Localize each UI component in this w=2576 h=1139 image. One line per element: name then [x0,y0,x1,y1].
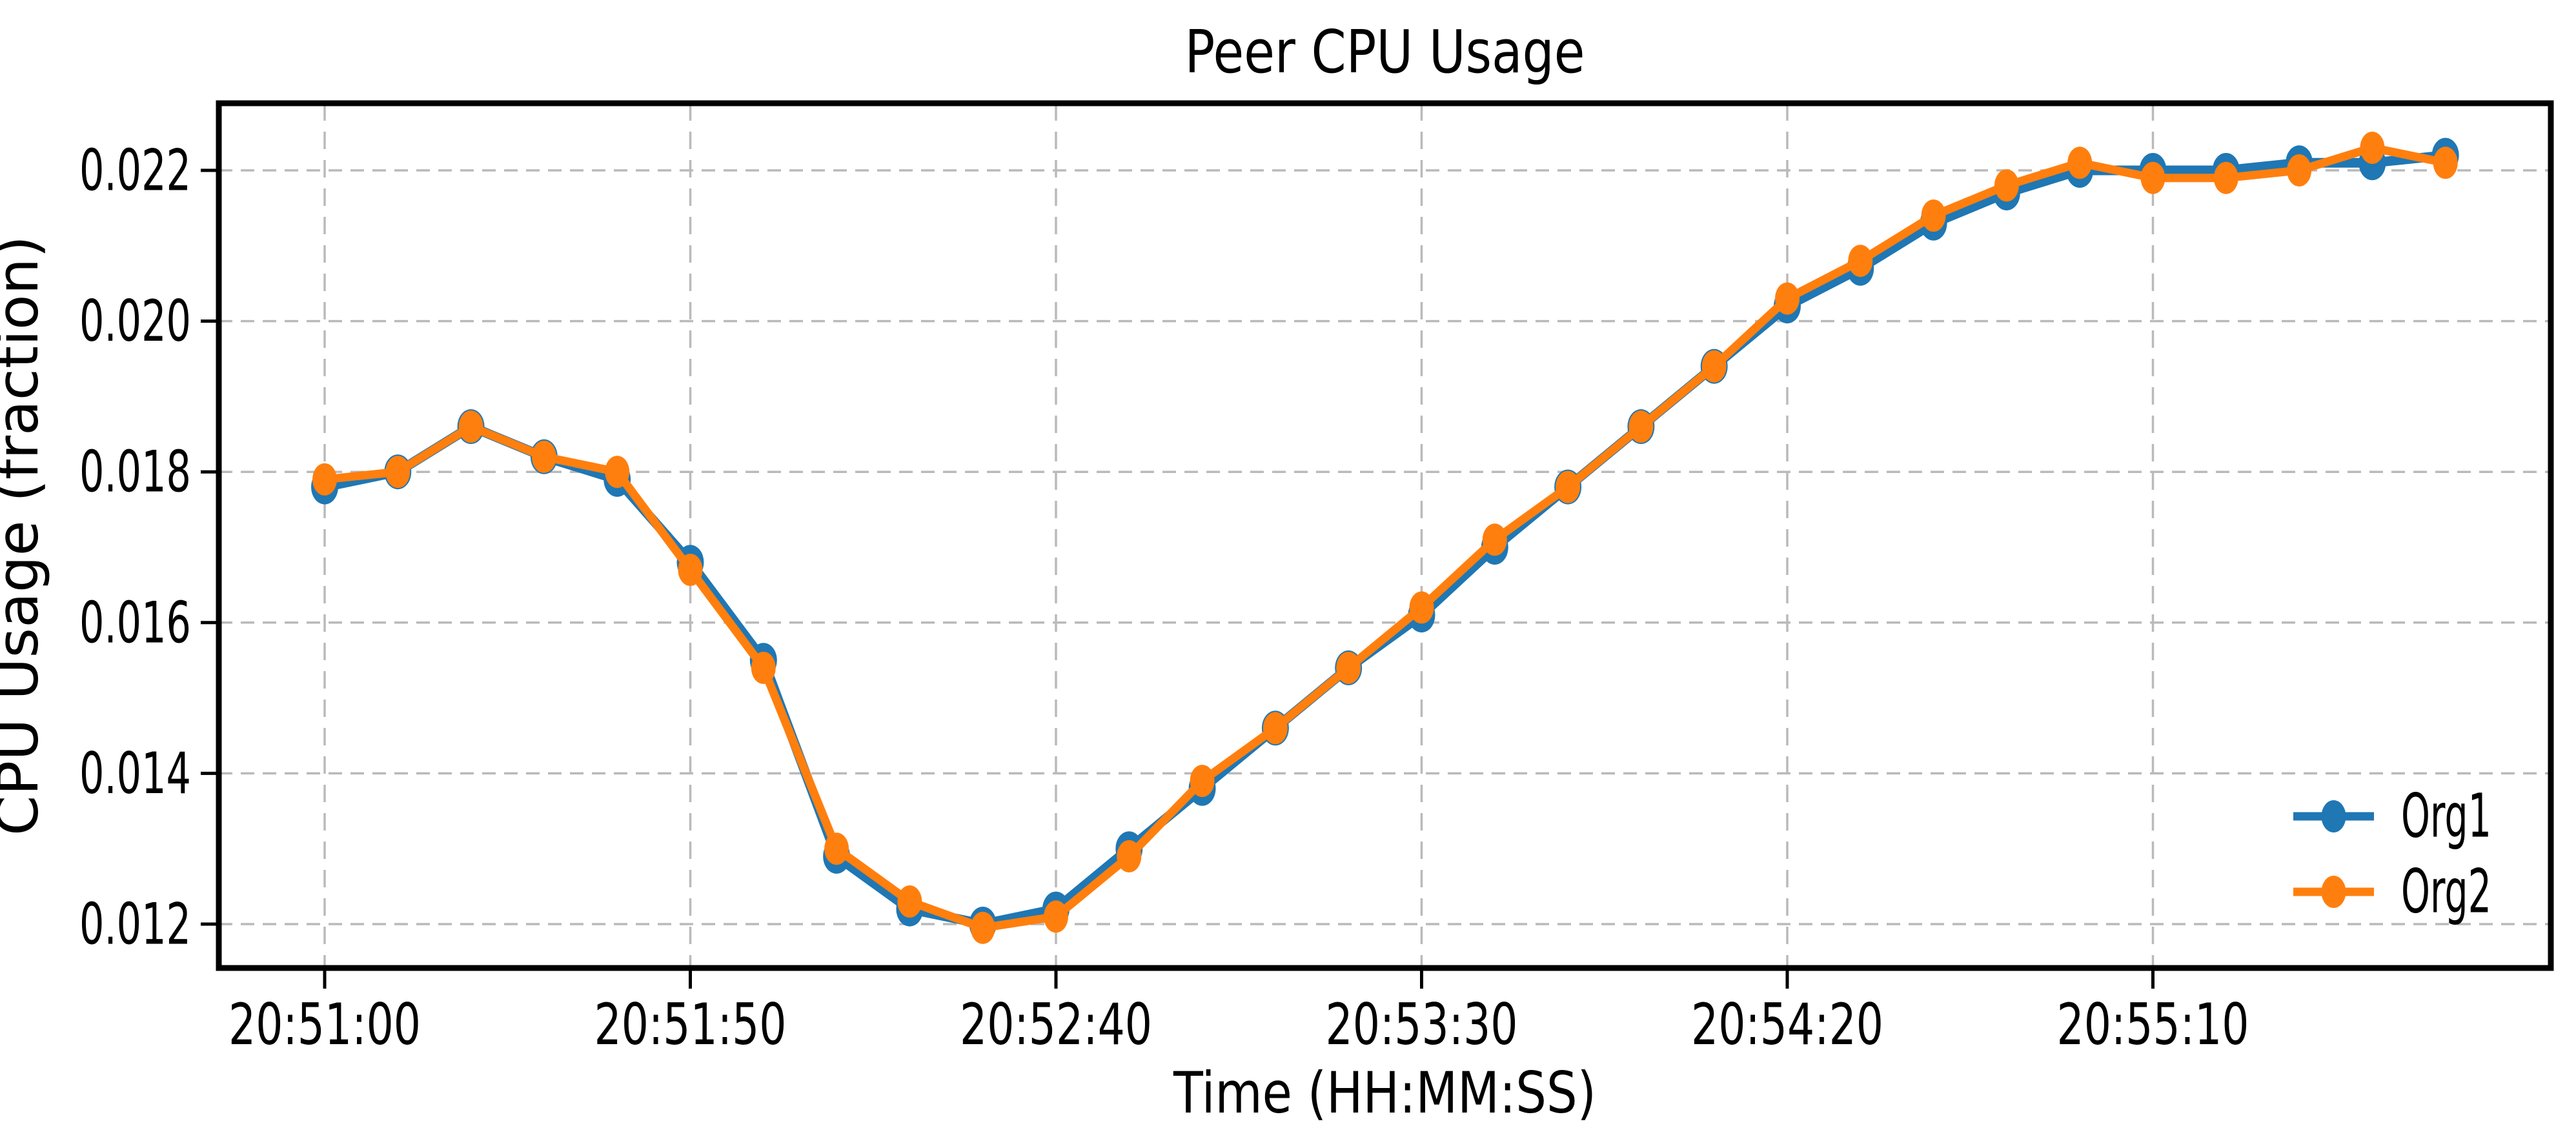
marker-org2 [897,885,922,918]
x-axis-label: Time (HH:MM:SS) [1173,1060,1596,1126]
y-tick-label: 0.012 [79,891,191,958]
marker-org2 [2140,161,2165,194]
y-tick-label: 0.014 [79,740,191,807]
legend-item-org2: Org2 [2293,857,2491,927]
marker-org2 [312,463,337,496]
legend-item-org1: Org1 [2293,781,2491,852]
x-tick-label: 20:54:20 [1691,991,1883,1058]
marker-org2 [531,440,556,473]
chart-title: Peer CPU Usage [1185,17,1585,86]
marker-org2 [2433,146,2458,179]
marker-org2 [1190,765,1215,798]
marker-org2 [1628,410,1654,443]
marker-org2 [678,554,703,586]
marker-org2 [2213,161,2238,194]
legend-marker [2321,800,2346,832]
marker-org2 [605,456,630,489]
marker-org2 [2287,154,2312,186]
marker-org2 [458,410,483,443]
y-tick-label: 0.020 [79,288,191,354]
legend-marker [2321,876,2346,908]
y-tick-label: 0.018 [79,439,191,505]
x-tick-label: 20:52:40 [960,991,1152,1058]
marker-org2 [1263,712,1288,745]
marker-org2 [751,651,776,684]
y-tick-label: 0.022 [79,137,191,204]
plot-border [216,100,2554,971]
marker-org2 [1409,591,1434,624]
marker-org2 [1482,523,1507,556]
x-tick-label: 20:51:50 [594,991,787,1058]
marker-org2 [385,456,411,489]
marker-org2 [1556,470,1581,503]
marker-org2 [1044,900,1068,933]
series-line-org1 [319,150,2451,929]
marker-org2 [970,911,995,944]
legend-label: Org1 [2401,781,2491,852]
marker-org2 [1701,350,1727,383]
y-axis-label: CPU Usage (fraction) [0,236,51,836]
marker-org2 [1117,840,1142,872]
marker-org2 [824,832,849,865]
marker-org2 [1994,169,2019,202]
marker-org2 [1921,199,1946,232]
marker-org2 [1848,245,1873,277]
y-tick-label: 0.016 [79,589,191,656]
marker-org2 [1336,651,1361,684]
series-line-org2 [320,143,2450,932]
marker-org2 [2067,146,2093,179]
x-tick-label: 20:53:30 [1326,991,1518,1058]
marker-org2 [1775,282,1800,315]
x-tick-label: 20:55:10 [2057,991,2249,1058]
legend-label: Org2 [2401,857,2491,927]
marker-org2 [2360,132,2385,164]
x-tick-label: 20:51:00 [228,991,421,1058]
